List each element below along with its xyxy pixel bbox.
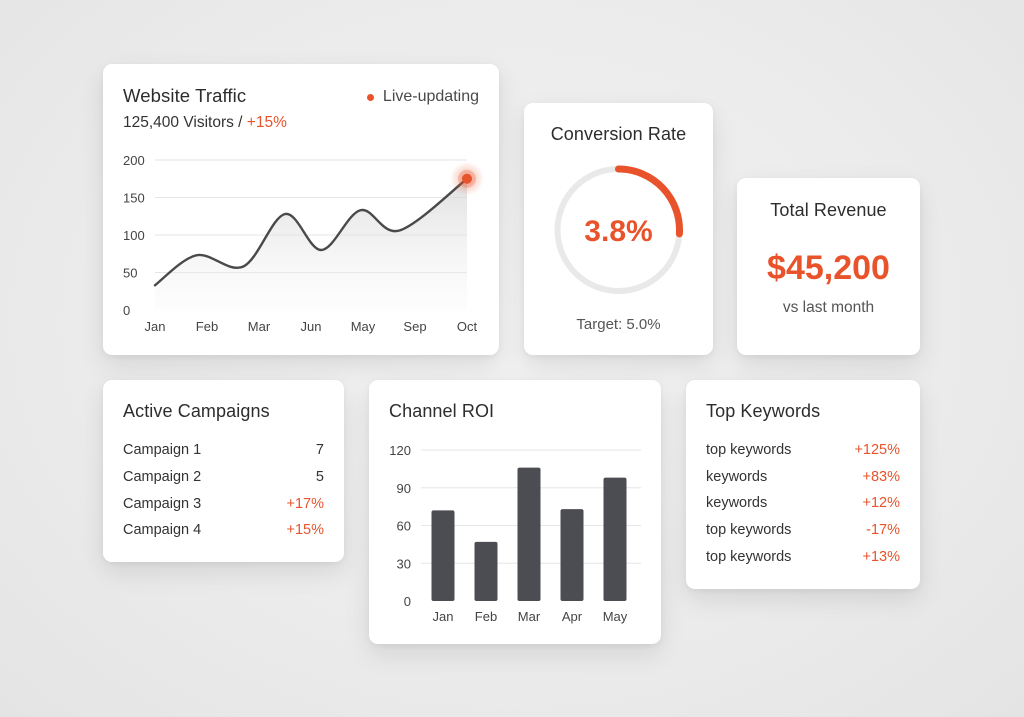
x-tick-label: Jan <box>145 319 166 334</box>
x-tick-label: May <box>351 319 376 334</box>
keyword-name: keywords <box>706 469 768 485</box>
conversion-target: Target: 5.0% <box>576 316 661 333</box>
roi-bar <box>560 509 584 601</box>
keyword-change: +125% <box>854 442 900 458</box>
traffic-line-chart: 0 50 100 150 200 Jan Feb Mar Jun May Sep Oct <box>123 153 484 334</box>
total-revenue-card: Total Revenue $45,200 vs last month <box>737 178 920 355</box>
active-campaigns-card: Active Campaigns Campaign 1 7 Campaign 2… <box>103 380 344 562</box>
live-updating-indicator: Live-updating <box>366 88 479 106</box>
campaign-row: Campaign 3 +17% <box>123 496 324 516</box>
x-tick-label: Feb <box>196 319 218 334</box>
y-tick-label: 90 <box>397 481 411 496</box>
revenue-title: Total Revenue <box>770 200 887 220</box>
roi-bar <box>474 541 498 601</box>
keyword-name: top keywords <box>706 442 792 458</box>
ring-progress-arc <box>615 165 683 238</box>
y-tick-label: 120 <box>389 443 411 458</box>
y-tick-label: 30 <box>397 556 411 571</box>
campaign-value: 7 <box>315 442 324 458</box>
campaign-name: Campaign 4 <box>123 522 202 538</box>
roi-bar <box>431 510 455 601</box>
keyword-row: top keywords +13% <box>706 549 900 569</box>
campaign-name: Campaign 2 <box>123 469 202 485</box>
campaign-value: +15% <box>286 522 325 538</box>
traffic-summary: 125,400 Visitors / +15% <box>123 114 287 132</box>
x-tick-label: Apr <box>562 609 583 624</box>
campaign-value: 5 <box>315 469 324 485</box>
roi-bar <box>603 477 627 601</box>
keyword-change: +12% <box>862 495 901 511</box>
campaign-name: Campaign 3 <box>123 496 202 512</box>
keyword-row: top keywords -17% <box>706 522 900 542</box>
y-tick-label: 0 <box>123 303 130 318</box>
x-tick-label: Mar <box>518 609 541 624</box>
conversion-title: Conversion Rate <box>550 124 687 144</box>
roi-bar-chart: 0 30 60 90 120 Jan Feb Mar Apr May <box>389 443 641 624</box>
x-tick-label: Sep <box>403 319 426 334</box>
x-tick-label: Feb <box>475 609 497 624</box>
channel-roi-card: Channel ROI 0 30 60 90 120 Jan Feb Mar Apr May <box>369 380 661 644</box>
y-tick-label: 60 <box>397 519 411 534</box>
keyword-row: keywords +83% <box>706 469 900 489</box>
summary-separator: / <box>233 114 247 131</box>
keyword-name: top keywords <box>706 522 792 538</box>
keywords-title: Top Keywords <box>706 401 821 421</box>
revenue-value: $45,200 <box>767 249 890 287</box>
traffic-series-line <box>153 177 469 287</box>
y-tick-label: 200 <box>123 153 145 168</box>
y-tick-label: 100 <box>123 228 145 243</box>
roi-bar <box>517 467 541 601</box>
x-tick-label: Oct <box>457 319 478 334</box>
x-tick-label: May <box>603 609 628 624</box>
keyword-change: -17% <box>866 522 900 538</box>
conversion-value: 3.8% <box>584 215 652 248</box>
live-dot-icon <box>366 93 374 101</box>
revenue-comparison: vs last month <box>782 299 875 316</box>
live-data-point <box>462 173 472 184</box>
y-tick-label: 50 <box>123 266 137 281</box>
campaign-row: Campaign 2 5 <box>123 469 324 489</box>
campaign-row: Campaign 1 7 <box>123 442 324 462</box>
keyword-row: top keywords +125% <box>706 442 900 462</box>
conversion-rate-card: Conversion Rate 3.8% Target: 5.0% <box>524 103 713 355</box>
top-keywords-card: Top Keywords top keywords +125% keywords… <box>686 380 920 589</box>
campaigns-title: Active Campaigns <box>123 401 270 421</box>
keyword-change: +13% <box>862 549 901 565</box>
visitor-count: 125,400 Visitors <box>123 114 234 131</box>
y-tick-label: 150 <box>123 191 145 206</box>
live-updating-label: Live-updating <box>382 88 479 105</box>
campaign-name: Campaign 1 <box>123 442 202 458</box>
keyword-row: keywords +12% <box>706 495 900 515</box>
keyword-change: +83% <box>862 469 901 485</box>
conversion-ring-gauge: 3.8% <box>554 165 683 294</box>
campaign-row: Campaign 4 +15% <box>123 522 324 542</box>
traffic-title: Website Traffic <box>123 85 247 106</box>
roi-title: Channel ROI <box>389 401 495 421</box>
traffic-change: +15% <box>246 114 287 131</box>
x-tick-label: Mar <box>248 319 271 334</box>
x-tick-label: Jun <box>301 319 322 334</box>
keyword-name: keywords <box>706 495 768 511</box>
website-traffic-card: Website Traffic Live-updating 125,400 Vi… <box>103 64 499 355</box>
x-tick-label: Jan <box>433 609 454 624</box>
campaign-value: +17% <box>286 496 325 512</box>
keyword-name: top keywords <box>706 549 792 565</box>
y-tick-label: 0 <box>404 594 411 609</box>
